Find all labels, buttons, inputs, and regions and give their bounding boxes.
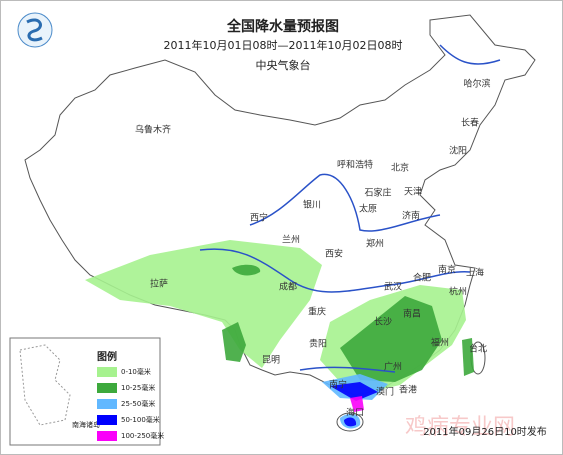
city-label: 呼和浩特	[337, 159, 373, 171]
city-label: 长春	[461, 117, 479, 129]
rain-area	[462, 338, 474, 376]
city-label: 武汉	[384, 281, 402, 293]
rain-area	[340, 296, 442, 382]
city-label: 乌鲁木齐	[135, 124, 171, 136]
city-label: 西安	[325, 248, 343, 260]
city-label: 西宁	[250, 212, 268, 224]
city-label: 长沙	[374, 316, 392, 328]
city-label: 北京	[391, 162, 409, 174]
city-label: 哈尔滨	[463, 78, 490, 90]
legend-swatch	[97, 399, 117, 409]
logo	[17, 12, 53, 48]
city-label: 太原	[359, 203, 377, 215]
rain-area	[232, 264, 261, 276]
inset-label: 南海诸岛	[72, 420, 100, 429]
watermark: 鸡病专业网	[405, 415, 515, 440]
city-label: 福州	[431, 337, 449, 349]
rain-area	[330, 382, 378, 401]
yangtze	[199, 248, 471, 293]
inset-map	[19, 344, 71, 426]
city-label: 杭州	[449, 286, 467, 298]
yellow-river	[249, 173, 441, 232]
rain-area	[344, 417, 357, 427]
rain-area	[85, 240, 322, 368]
legend-label: 10-25毫米	[121, 383, 155, 392]
legend-label: 0-10毫米	[121, 367, 151, 376]
city-label: 成都	[279, 281, 297, 293]
city-label: 南宁	[329, 379, 347, 391]
period: 2011年10月01日08时—2011年10月02日08时	[164, 38, 403, 52]
city-label: 澳门	[376, 386, 394, 398]
city-label: 昆明	[262, 355, 280, 366]
city-label: 上海	[466, 267, 484, 279]
rain-areas	[85, 240, 474, 429]
legend-label: 100-250毫米	[121, 431, 164, 440]
rain-area	[222, 322, 246, 362]
pearl-river	[299, 366, 396, 373]
legend-items: 0-10毫米 10-25毫米 25-50毫米 50-100毫米 100-250毫米	[97, 367, 164, 441]
city-label: 沈阳	[449, 145, 467, 157]
legend-label: 50-100毫米	[121, 415, 160, 424]
city-label: 南京	[438, 264, 456, 276]
rivers	[199, 44, 501, 373]
city-label: 台北	[469, 343, 487, 355]
city-label: 香港	[399, 384, 417, 396]
legend-swatch	[97, 415, 117, 425]
rain-area	[350, 396, 364, 412]
city-label: 海口	[346, 407, 364, 419]
city-label: 济南	[402, 210, 420, 222]
city-label: 广州	[384, 361, 402, 373]
legend-swatch	[97, 367, 117, 377]
legend-swatch	[97, 431, 117, 441]
city-label: 拉萨	[150, 278, 168, 290]
city-label: 贵阳	[309, 338, 327, 350]
city-label: 合肥	[413, 272, 431, 284]
city-label: 天津	[404, 187, 422, 198]
city-label: 重庆	[308, 306, 326, 318]
city-label: 兰州	[282, 234, 300, 246]
issuer: 中央气象台	[256, 58, 311, 72]
logo-mark	[26, 18, 43, 42]
city-label: 郑州	[366, 238, 384, 250]
legend-title: 图例	[97, 350, 117, 363]
legend: 南海诸岛 图例	[9, 337, 161, 446]
heilong-river	[439, 44, 501, 65]
city-label: 石家庄	[364, 187, 391, 199]
legend-label: 25-50毫米	[121, 399, 155, 408]
city-label: 南昌	[403, 308, 421, 320]
city-label: 银川	[303, 199, 321, 211]
legend-swatch	[97, 383, 117, 393]
title: 全国降水量预报图	[226, 18, 339, 35]
legend-box	[9, 337, 161, 446]
published: 2011年09月26日10时发布	[423, 425, 547, 438]
